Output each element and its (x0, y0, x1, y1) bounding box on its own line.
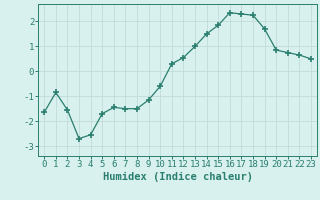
X-axis label: Humidex (Indice chaleur): Humidex (Indice chaleur) (103, 172, 252, 182)
